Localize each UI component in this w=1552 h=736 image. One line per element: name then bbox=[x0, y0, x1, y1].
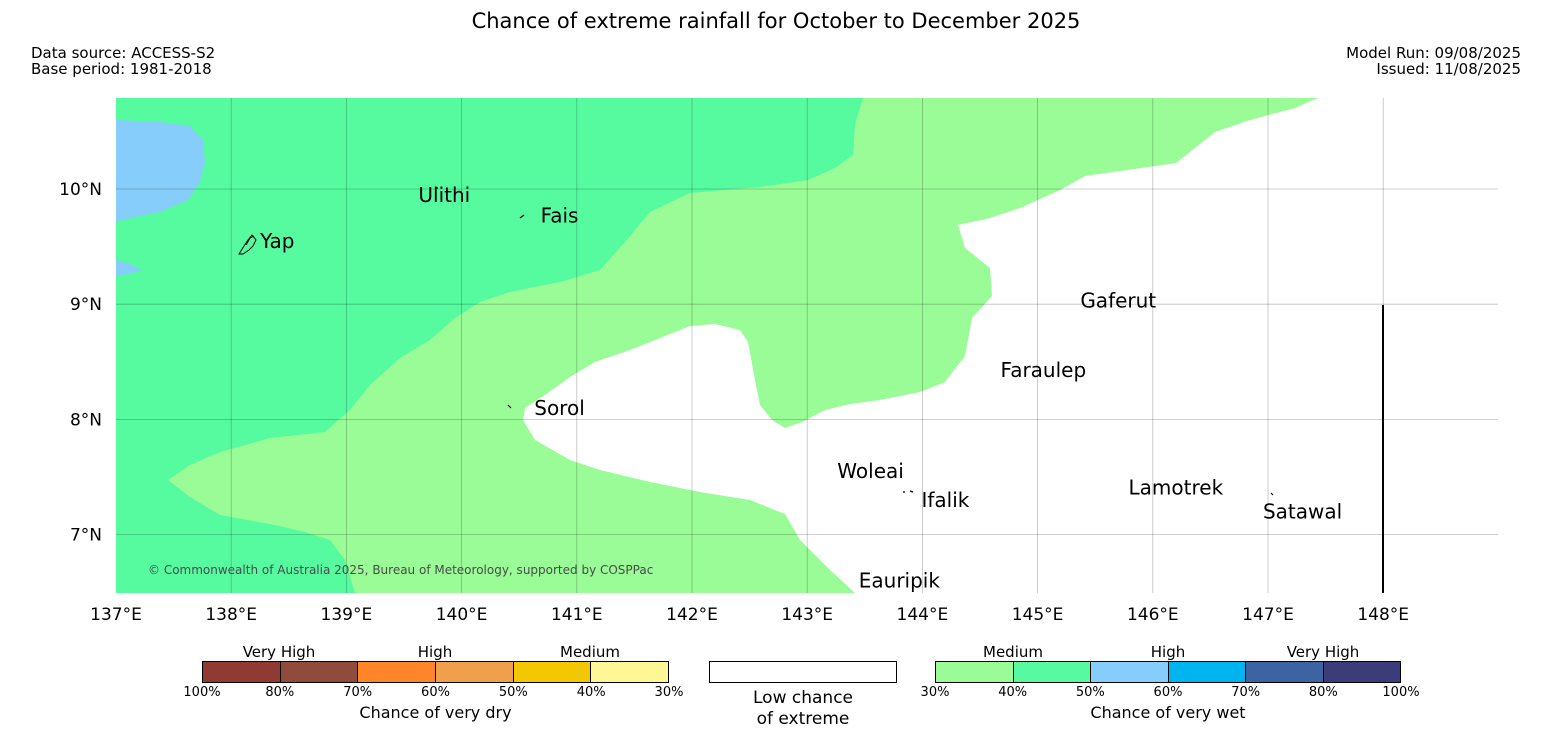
wet-colorbar-title: Chance of very wet bbox=[1090, 703, 1246, 722]
latitude-tick-label: 10°N bbox=[59, 180, 102, 200]
low-chance-line2: of extreme bbox=[756, 709, 850, 729]
colorbar-tick-label: 80% bbox=[1308, 685, 1338, 700]
colorbar-swatch bbox=[1246, 662, 1324, 682]
place-label-ifalik: Ifalik bbox=[921, 488, 969, 512]
longitude-tick-label: 145°E bbox=[1012, 605, 1064, 625]
colorbar-tick-label: 60% bbox=[421, 685, 450, 700]
place-label-lamotrek: Lamotrek bbox=[1129, 475, 1224, 499]
low-chance-label: Low chance of extreme bbox=[709, 688, 897, 730]
base-period: Base period: 1981-2018 bbox=[31, 60, 212, 78]
latitude-tick-labels: 10°N 9°N 8°N 7°N bbox=[59, 180, 102, 546]
colorbar-swatch bbox=[1091, 662, 1169, 682]
longitude-tick-label: 143°E bbox=[781, 605, 833, 625]
place-label-ulithi: Ulithi bbox=[418, 183, 470, 207]
longitude-tick-label: 138°E bbox=[205, 605, 257, 625]
latitude-tick-label: 9°N bbox=[70, 295, 102, 315]
colorbar-swatch bbox=[1013, 662, 1091, 682]
wet-colorbar bbox=[935, 661, 1401, 683]
wet-category-medium: Medium bbox=[983, 643, 1043, 661]
colorbar-tick-label: 80% bbox=[265, 685, 295, 700]
place-label-satawal: Satawal bbox=[1263, 500, 1342, 524]
latitude-tick-label: 7°N bbox=[70, 526, 102, 546]
longitude-tick-label: 141°E bbox=[551, 605, 603, 625]
map-title: Chance of extreme rainfall for October t… bbox=[471, 9, 1081, 33]
place-label-woleai: Woleai bbox=[837, 459, 904, 483]
region-wet-40-50 bbox=[116, 98, 863, 593]
place-labels: Ulithi Fais Yap Gaferut Faraulep Sorol Woleai I… bbox=[259, 183, 1342, 593]
model-run: Model Run: 09/08/2025 bbox=[1346, 44, 1521, 62]
place-label-fais: Fais bbox=[541, 203, 579, 227]
issued-date: Issued: 11/08/2025 bbox=[1376, 60, 1521, 78]
longitude-tick-label: 146°E bbox=[1127, 605, 1179, 625]
longitude-tick-label: 139°E bbox=[321, 605, 373, 625]
colorbar-swatch bbox=[936, 662, 1014, 682]
rainfall-map: Ulithi Fais Yap Gaferut Faraulep Sorol Woleai I… bbox=[59, 98, 1498, 625]
wet-category-very-high: Very High bbox=[1286, 643, 1360, 661]
wet-category-high: High bbox=[1150, 643, 1186, 661]
colorbar-tick-label: 70% bbox=[1231, 685, 1261, 700]
longitude-tick-label: 137°E bbox=[90, 605, 142, 625]
map-plot-area: Ulithi Fais Yap Gaferut Faraulep Sorol Woleai I… bbox=[116, 98, 1498, 593]
colorbar-swatch bbox=[280, 662, 359, 682]
low-chance-line1: Low chance bbox=[753, 688, 853, 708]
longitude-tick-label: 140°E bbox=[436, 605, 488, 625]
run-info: Model Run: 09/08/2025 Issued: 11/08/2025 bbox=[1346, 45, 1521, 77]
dry-colorbar-title: Chance of very dry bbox=[359, 703, 512, 722]
colorbar-swatch bbox=[513, 662, 592, 682]
colorbar-tick-label: 40% bbox=[998, 685, 1028, 700]
colorbar-swatch bbox=[436, 662, 514, 682]
colorbar-swatch bbox=[591, 662, 669, 682]
dry-colorbar bbox=[202, 661, 669, 683]
colorbar-tick-label: 100% bbox=[183, 685, 221, 700]
place-label-eauripik: Eauripik bbox=[859, 569, 941, 593]
colorbar-tick-label: 50% bbox=[1075, 685, 1105, 700]
place-label-gaferut: Gaferut bbox=[1080, 289, 1156, 313]
colorbar-swatch bbox=[1168, 662, 1246, 682]
region-wet-50-60-small bbox=[116, 260, 142, 276]
dry-category-medium: Medium bbox=[560, 643, 620, 661]
latitude-tick-label: 8°N bbox=[70, 410, 102, 430]
data-source: Data source: ACCESS-S2 bbox=[31, 44, 216, 62]
sorol-island bbox=[507, 404, 512, 409]
place-label-yap: Yap bbox=[259, 229, 294, 253]
colorbar-tick-label: 30% bbox=[654, 685, 684, 700]
colorbar-tick-label: 100% bbox=[1382, 685, 1420, 700]
longitude-tick-label: 148°E bbox=[1357, 605, 1409, 625]
longitude-tick-label: 147°E bbox=[1242, 605, 1294, 625]
fais-island bbox=[519, 214, 525, 219]
place-label-sorol: Sorol bbox=[534, 396, 585, 420]
longitude-tick-labels: 137°E 138°E 139°E 140°E 141°E 142°E 143°E 144°E… bbox=[90, 605, 1409, 625]
colorbar-tick-label: 30% bbox=[920, 685, 950, 700]
place-label-faraulep: Faraulep bbox=[1001, 358, 1087, 382]
yap-island bbox=[238, 234, 257, 255]
graticule bbox=[116, 98, 1498, 593]
colorbar-tick-label: 60% bbox=[1153, 685, 1183, 700]
colorbar-tick-label: 50% bbox=[498, 685, 528, 700]
low-chance-swatch bbox=[709, 661, 897, 683]
colorbar-swatch bbox=[358, 662, 437, 682]
yap-island-2 bbox=[245, 235, 255, 246]
colorbar-swatch bbox=[1323, 662, 1400, 682]
longitude-tick-label: 142°E bbox=[666, 605, 718, 625]
dry-category-high: High bbox=[417, 643, 453, 661]
satawal-island bbox=[1270, 492, 1274, 496]
ifalik-island bbox=[903, 490, 914, 493]
dry-category-very-high: Very High bbox=[242, 643, 316, 661]
copyright-notice: © Commonwealth of Australia 2025, Bureau… bbox=[148, 563, 653, 577]
source-info: Data source: ACCESS-S2 Base period: 1981… bbox=[31, 45, 215, 77]
colorbar-swatch bbox=[203, 662, 281, 682]
island-outlines bbox=[238, 187, 1274, 496]
colorbar-tick-label: 40% bbox=[576, 685, 606, 700]
longitude-tick-label: 144°E bbox=[897, 605, 949, 625]
region-wet-50-60 bbox=[116, 120, 205, 222]
colorbar-tick-label: 70% bbox=[343, 685, 373, 700]
